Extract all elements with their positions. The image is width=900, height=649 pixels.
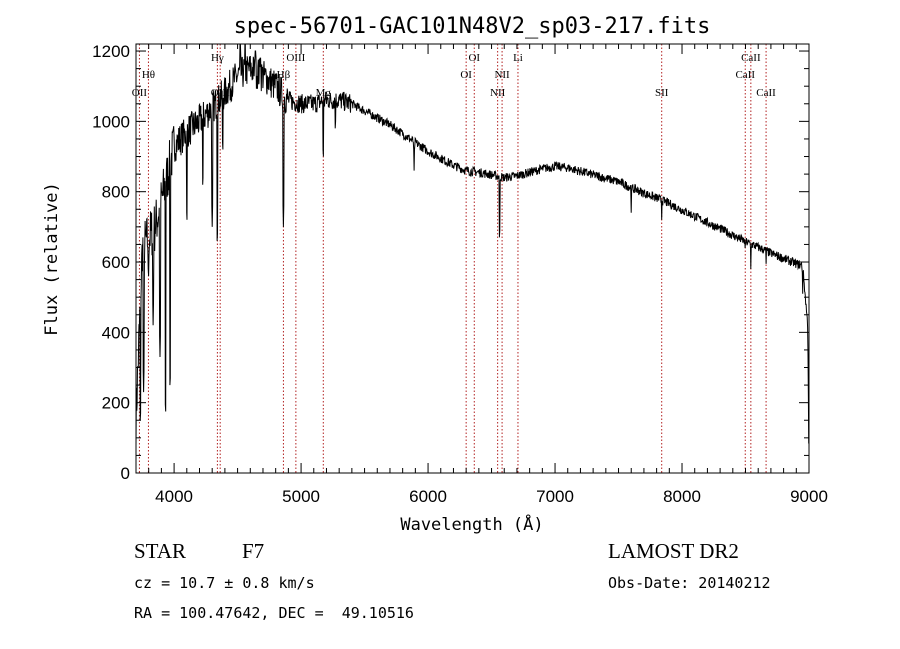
coordinates: RA = 100.47642, DEC = 49.10516 <box>134 604 414 622</box>
y-tick-label: 400 <box>102 323 130 342</box>
chart-title: spec-56701-GAC101N48V2_sp03-217.fits <box>234 14 711 39</box>
spectral-line-label: Hγ <box>211 52 224 64</box>
spectral-line-label: NII <box>490 87 506 99</box>
spectral-line-label: Hθ <box>142 69 155 81</box>
x-tick-label: 4000 <box>155 487 193 506</box>
y-tick-label: 800 <box>102 183 130 202</box>
x-tick-label: 6000 <box>409 487 447 506</box>
spectral-line-label: OI <box>468 52 480 64</box>
x-axis-label: Wavelength (Å) <box>400 513 543 535</box>
spectrum-line <box>135 43 810 447</box>
spectral-line-label: NII <box>494 69 510 81</box>
spectral-line-label: Hβ <box>277 69 291 81</box>
spectral-line-label: OIII <box>286 52 305 64</box>
spectral-line-label: SII <box>655 87 669 99</box>
spectral-line-label: Li <box>513 52 523 64</box>
spectral-line-label: CaII <box>756 87 776 99</box>
spectral-line-label: OII <box>132 87 148 99</box>
spectral-line-label: OI <box>460 69 472 81</box>
x-tick-label: 5000 <box>282 487 320 506</box>
object-class: STAR <box>134 539 186 563</box>
y-tick-label: 200 <box>102 394 130 413</box>
plot-frame <box>135 43 810 474</box>
redshift-value: cz = 10.7 ± 0.8 km/s <box>134 574 315 592</box>
y-tick-label: 1200 <box>92 42 130 61</box>
x-tick-label: 8000 <box>663 487 701 506</box>
y-tick-label: 600 <box>102 253 130 272</box>
survey-name: LAMOST DR2 <box>608 539 739 563</box>
observation-date: Obs-Date: 20140212 <box>608 574 771 592</box>
y-tick-label: 0 <box>121 464 130 483</box>
x-tick-label: 9000 <box>790 487 828 506</box>
object-subclass: F7 <box>242 539 265 563</box>
spectral-line-label: CaII <box>741 52 761 64</box>
axis-ticks: 4000 5000 6000 7000 8000 9000 0 200 400 600 800 100… <box>92 42 828 506</box>
y-axis-label: Flux (relative) <box>42 182 62 336</box>
spectral-line-markers <box>138 44 767 473</box>
y-tick-label: 1000 <box>92 112 130 131</box>
x-tick-label: 7000 <box>536 487 574 506</box>
spectral-line-label: CaII <box>735 69 755 81</box>
